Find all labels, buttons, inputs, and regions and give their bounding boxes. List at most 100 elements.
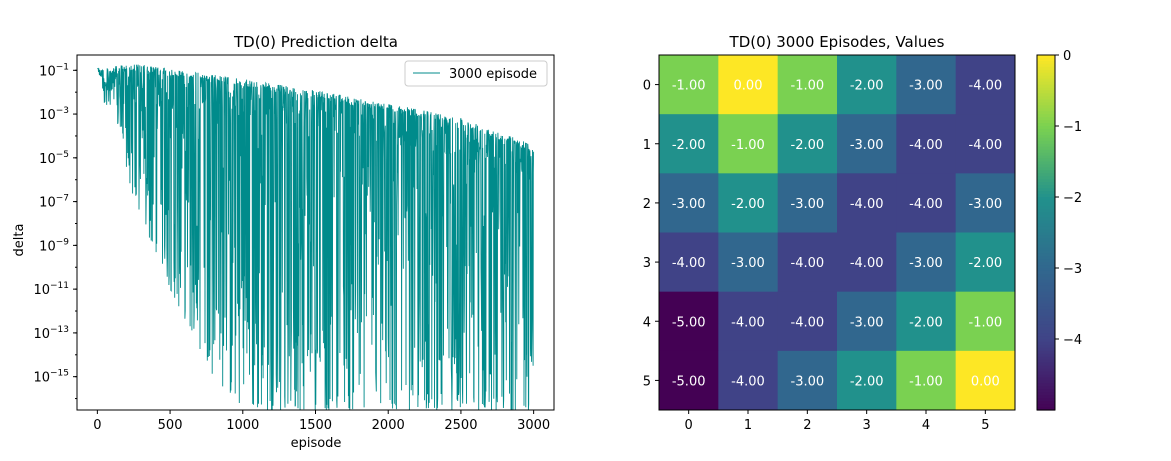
heatmap-cell-label: -2.00 [909, 315, 943, 330]
colorbar-segment [1037, 282, 1055, 287]
colorbar-segment [1037, 199, 1055, 204]
heatmap-cell [659, 55, 719, 115]
heatmap-cell-label: -1.00 [672, 79, 706, 94]
colorbar-segment [1037, 315, 1055, 319]
heatmap-cell-label: -2.00 [969, 256, 1003, 271]
colorbar-segment [1037, 182, 1055, 186]
colorbar-segment [1037, 93, 1055, 98]
colorbar-segment [1037, 401, 1055, 405]
heatmap-cell [837, 232, 897, 293]
colorbar-segment [1037, 72, 1055, 77]
colorbar-segment [1037, 143, 1055, 148]
colorbar-segment [1037, 303, 1055, 308]
heatmap-x-tick-label: 4 [922, 418, 930, 433]
colorbar-segment [1037, 117, 1055, 121]
colorbar-segment [1037, 185, 1055, 189]
y-tick-label: 10−11 [33, 281, 69, 298]
heatmap-y-tick-label: 3 [643, 256, 651, 271]
y-tick-label: 10−1 [39, 62, 69, 79]
heatmap-cell-label: -3.00 [909, 256, 943, 271]
heatmap-cell-label: -5.00 [672, 374, 706, 389]
colorbar-segment [1037, 347, 1055, 352]
heatmap-y-tick-label: 1 [643, 138, 651, 153]
heatmap-cell-label: -1.00 [731, 138, 765, 153]
colorbar-segment [1037, 57, 1055, 62]
delta-chart-title: TD(0) Prediction delta [233, 33, 398, 51]
heatmap-cell [659, 232, 719, 293]
heatmap-cell-label: -4.00 [731, 374, 765, 389]
colorbar-segment [1037, 244, 1055, 248]
heatmap-x-tick-label: 1 [744, 418, 752, 433]
heatmap-cell-label: -2.00 [850, 374, 884, 389]
heatmap-cell [837, 291, 897, 352]
colorbar-segment [1037, 217, 1055, 222]
colorbar-segment [1037, 321, 1055, 325]
heatmap-cell-label: -3.00 [791, 197, 825, 212]
colorbar-segment [1037, 339, 1055, 343]
heatmap-cell [896, 350, 957, 411]
colorbar-segment [1037, 223, 1055, 228]
heatmap-x-tick-label: 3 [863, 418, 871, 433]
colorbar-segment [1037, 66, 1055, 71]
y-tick-label: 10−3 [39, 106, 69, 123]
colorbar-segment [1037, 99, 1055, 103]
colorbar-segment [1037, 330, 1055, 334]
heatmap-cell [659, 114, 719, 174]
heatmap-cell-label: -1.00 [969, 315, 1003, 330]
heatmap-cell [896, 291, 957, 352]
colorbar-segment [1037, 211, 1055, 216]
colorbar-segment [1037, 69, 1055, 74]
colorbar-segment [1037, 235, 1055, 240]
colorbar-segment [1037, 229, 1055, 234]
heatmap-y-ticks: 0 1 2 3 4 5 [643, 79, 659, 389]
heatmap-cell-label: -2.00 [850, 79, 884, 94]
heatmap-cell-label: -2.00 [791, 138, 825, 153]
colorbar-segment [1037, 96, 1055, 100]
series-line-3000-episode [97, 64, 535, 410]
colorbar-tick-label: −1 [1063, 120, 1082, 135]
colorbar-segment [1037, 123, 1055, 127]
heatmap-frame [658, 54, 1016, 411]
colorbar-segment [1037, 55, 1055, 59]
colorbar-segment [1037, 197, 1055, 201]
colorbar-segment [1037, 226, 1055, 231]
colorbar-segment [1037, 312, 1055, 316]
heatmap-cell [718, 114, 779, 174]
colorbar-segment [1037, 365, 1055, 370]
colorbar-segment [1037, 84, 1055, 89]
heatmap-cell-label: -4.00 [850, 256, 884, 271]
heatmap-x-tick-label: 2 [803, 418, 811, 433]
heatmap-cell [955, 55, 1016, 115]
colorbar-segment [1037, 291, 1055, 296]
colorbar-segment [1037, 247, 1055, 251]
colorbar-segment [1037, 220, 1055, 225]
heatmap-cell-label: -4.00 [731, 315, 765, 330]
heatmap-cell [955, 291, 1016, 352]
colorbar-segment [1037, 250, 1055, 254]
colorbar-segment [1037, 152, 1055, 157]
colorbar-segment [1037, 105, 1055, 109]
colorbar-segment [1037, 78, 1055, 83]
x-tick-label: 500 [158, 418, 183, 433]
delta-series-lines [97, 64, 535, 410]
heatmap-cell [955, 114, 1016, 174]
colorbar-segment [1037, 253, 1055, 257]
colorbar-segment [1037, 155, 1055, 160]
heatmap-cell [896, 55, 957, 115]
colorbar-segment [1037, 131, 1055, 136]
heatmap-cell-label: -2.00 [672, 138, 706, 153]
heatmap-x-tick-label: 0 [685, 418, 693, 433]
heatmap-cell-label: -4.00 [909, 197, 943, 212]
colorbar-segment [1037, 164, 1055, 169]
colorbar-segment [1037, 75, 1055, 80]
y-tick-label: 10−9 [39, 237, 69, 254]
colorbar-segment [1037, 259, 1055, 263]
colorbar-segment [1037, 170, 1055, 174]
y-tick-label: 10−13 [33, 325, 69, 342]
colorbar-segment [1037, 288, 1055, 293]
colorbar-segment [1037, 371, 1055, 376]
colorbar-segment [1037, 81, 1055, 86]
colorbar-tick-label: 0 [1063, 49, 1071, 64]
colorbar-segment [1037, 161, 1055, 166]
